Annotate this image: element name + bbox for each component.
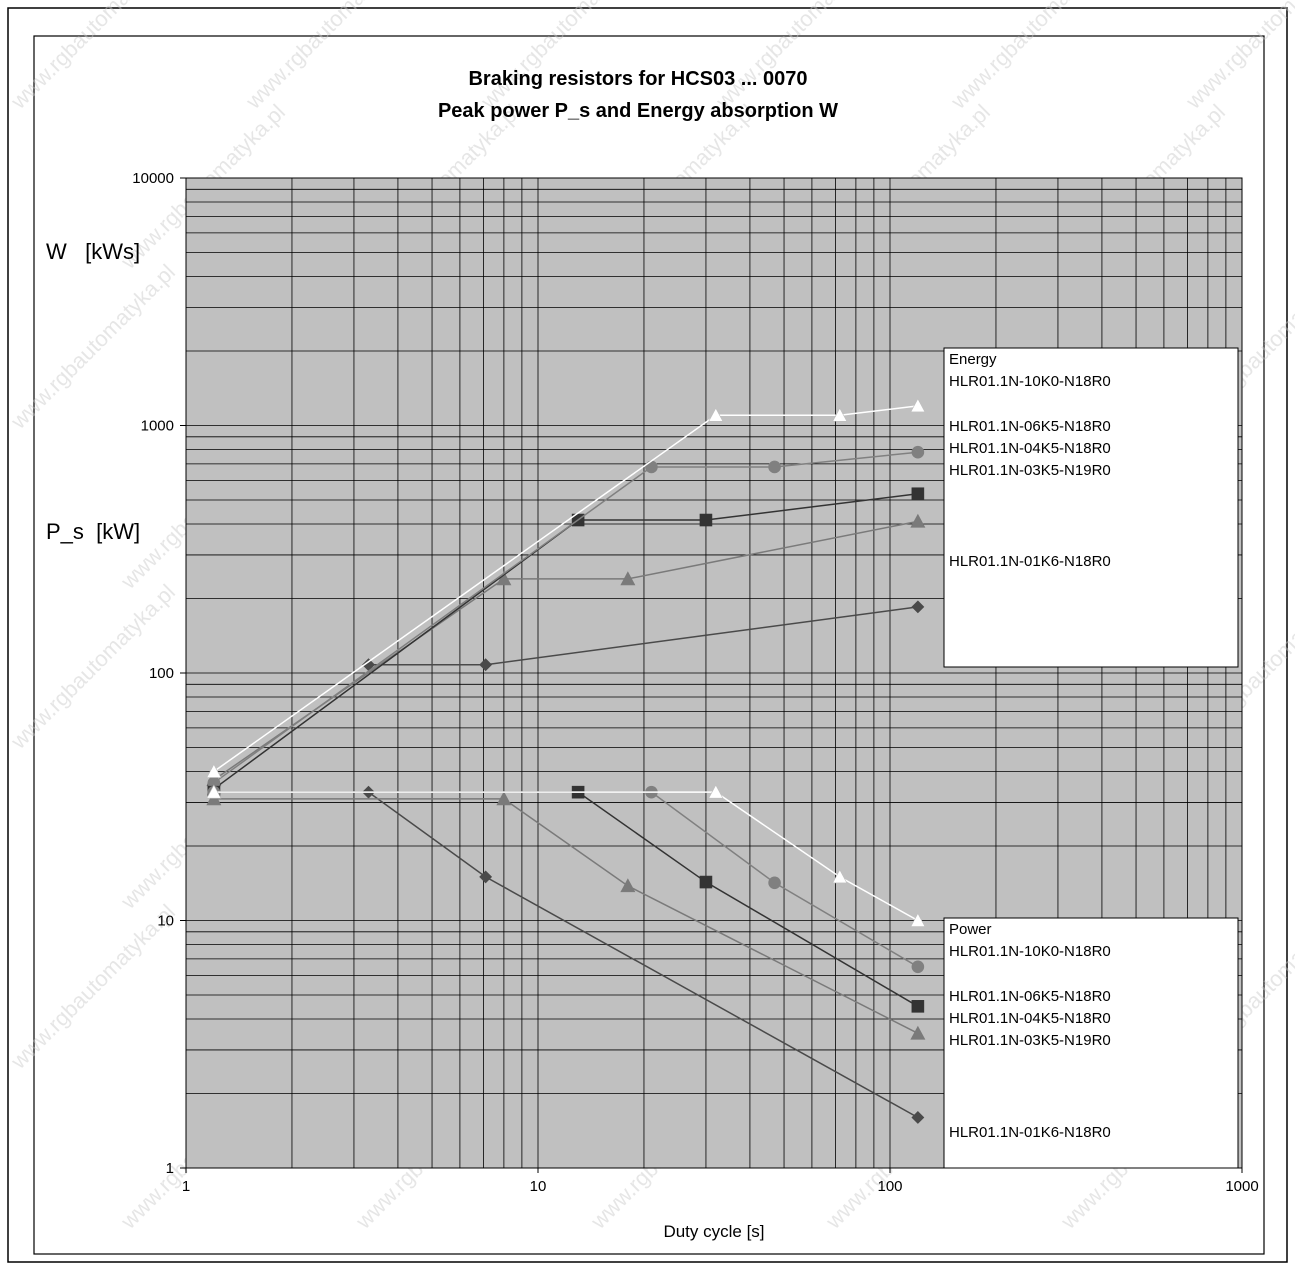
data-point-circle	[768, 460, 781, 474]
legend-energy-entry: HLR01.1N-01K6-N18R0	[949, 553, 1111, 570]
legend-power-entry: HLR01.1N-01K6-N18R0	[949, 1124, 1111, 1141]
y-tick-label: 1	[166, 1160, 174, 1177]
x-tick-label: 10	[530, 1178, 547, 1195]
data-point-square	[911, 487, 925, 501]
chart-title-line-2: Peak power P_s and Energy absorption W	[438, 100, 838, 122]
legend-power-entry: HLR01.1N-04K5-N18R0	[949, 1010, 1111, 1027]
y-axis-label-energy: W [kWs]	[46, 239, 140, 264]
power-series	[362, 785, 925, 1124]
series-layer	[206, 398, 926, 1124]
series-line	[213, 451, 918, 784]
series-line	[213, 798, 919, 1035]
data-point-triangle	[910, 1025, 926, 1040]
legend-energy-box	[943, 347, 1239, 668]
data-point-triangle	[832, 869, 848, 884]
data-point-square	[911, 1000, 925, 1013]
legend-energy-entry: HLR01.1N-03K5-N19R0	[949, 462, 1111, 479]
x-tick-label: 1	[182, 1178, 190, 1195]
data-point-circle	[768, 876, 781, 890]
data-point-diamond	[479, 870, 493, 884]
data-point-triangle	[910, 513, 926, 528]
data-point-triangle	[832, 407, 848, 422]
data-point-circle	[645, 460, 658, 474]
legend-power-title: Power	[949, 921, 992, 938]
data-point-square	[699, 875, 713, 889]
series-line	[213, 492, 918, 790]
watermark-text: www.rgbautomatyka.pl	[1290, 99, 1295, 274]
x-tick-label: 1000	[1225, 1178, 1258, 1195]
legend-power-entry: HLR01.1N-06K5-N18R0	[949, 988, 1111, 1005]
data-point-triangle	[708, 407, 724, 422]
energy-series	[206, 398, 926, 778]
x-axis-label: Duty cycle [s]	[663, 1222, 764, 1241]
data-point-square	[699, 513, 713, 527]
legend-power-entry: HLR01.1N-10K0-N18R0	[949, 943, 1111, 960]
legend-energy-entry: HLR01.1N-10K0-N18R0	[949, 373, 1111, 390]
energy-series	[362, 600, 925, 672]
power-series	[206, 784, 926, 927]
legend-energy-entry: HLR01.1N-06K5-N18R0	[949, 418, 1111, 435]
axis-ticks: 1 10 100 1000 1 10 100 1000 10000	[132, 170, 1258, 1195]
legend-energy-title: Energy	[949, 351, 997, 368]
data-point-diamond	[479, 658, 493, 672]
series-line	[213, 520, 919, 781]
data-point-diamond	[911, 600, 925, 614]
series-line	[213, 791, 919, 922]
watermark-text: www.rgbautomatyka.pl	[1290, 419, 1295, 594]
data-point-triangle	[496, 791, 512, 806]
legend-power-box	[943, 917, 1239, 1169]
series-line	[213, 405, 918, 773]
y-axis-label-power: P_s [kW]	[46, 519, 140, 544]
data-point-triangle	[206, 763, 222, 778]
data-point-triangle	[910, 912, 926, 927]
watermark-text: www.rgbautomatyka.pl	[1290, 739, 1295, 914]
y-tick-label: 100	[149, 665, 174, 682]
data-point-triangle	[206, 784, 222, 799]
data-point-circle	[911, 445, 925, 459]
data-point-diamond	[911, 1111, 925, 1124]
chart-title-line-1: Braking resistors for HCS03 ... 0070	[468, 68, 807, 90]
y-tick-label: 1000	[141, 418, 174, 435]
legend-power-entry: HLR01.1N-03K5-N19R0	[949, 1032, 1111, 1049]
legend-energy-entry: HLR01.1N-04K5-N18R0	[949, 440, 1111, 457]
x-tick-label: 100	[877, 1178, 902, 1195]
y-tick-label: 10	[157, 913, 174, 930]
watermark-text: www.rgbautomatyka.pl	[1290, 1059, 1295, 1234]
data-point-triangle	[708, 784, 724, 799]
data-point-triangle	[496, 571, 512, 586]
data-point-triangle	[910, 398, 926, 413]
y-tick-label: 10000	[132, 170, 174, 187]
data-point-triangle	[620, 571, 636, 586]
data-point-circle	[911, 960, 925, 974]
grid-lines	[186, 178, 1242, 1168]
data-point-triangle	[620, 878, 636, 893]
